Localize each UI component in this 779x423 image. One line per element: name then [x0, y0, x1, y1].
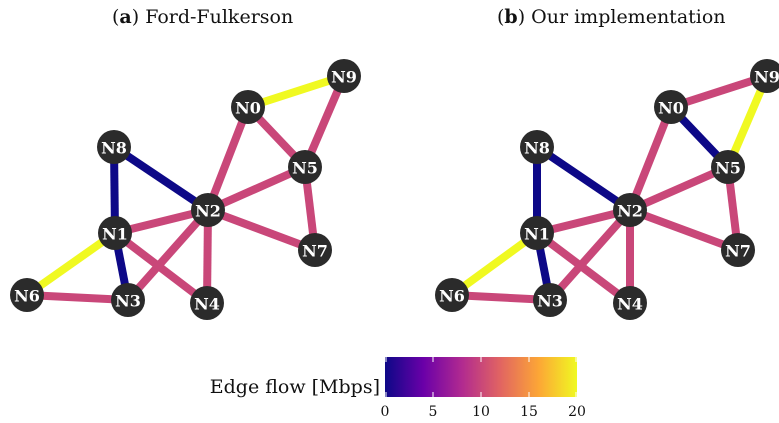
node-label: N4 — [194, 295, 220, 314]
node-circle — [613, 193, 647, 227]
node-n8: N8 — [97, 130, 131, 164]
colorbar-gradient — [385, 357, 577, 397]
node-label: N3 — [115, 292, 141, 311]
node-circle — [613, 286, 647, 320]
node-circle — [10, 278, 44, 312]
colorbar-tick-label: 0 — [381, 404, 390, 420]
node-circle — [190, 286, 224, 320]
node-n6: N6 — [435, 278, 469, 312]
node-circle — [654, 90, 688, 124]
node-n3: N3 — [111, 283, 145, 317]
node-circle — [191, 193, 225, 227]
colorbar-tick-label: 15 — [520, 404, 538, 420]
node-label: N5 — [292, 159, 318, 178]
edge-n0-n2 — [626, 105, 675, 212]
node-circle — [520, 216, 554, 250]
node-label: N6 — [439, 287, 465, 306]
node-n8: N8 — [520, 130, 554, 164]
panel-b-graph: N0 N1 N2 N3 N4 N5 N6 N7 N8 N9 — [435, 59, 779, 320]
node-circle — [97, 130, 131, 164]
node-circle — [288, 150, 322, 184]
node-n6: N6 — [10, 278, 44, 312]
node-label: N5 — [715, 159, 741, 178]
panel-letter-a: a — [119, 6, 132, 28]
node-n4: N4 — [613, 286, 647, 320]
node-label: N0 — [658, 99, 684, 118]
colorbar-tick-label: 10 — [472, 404, 490, 420]
node-n9: N9 — [750, 59, 779, 93]
node-label: N7 — [725, 242, 751, 261]
node-label: N0 — [235, 99, 261, 118]
colorbar-label: Edge flow [Mbps] — [210, 376, 380, 398]
node-n2: N2 — [191, 193, 225, 227]
node-n2: N2 — [613, 193, 647, 227]
node-n5: N5 — [711, 150, 745, 184]
node-circle — [520, 130, 554, 164]
node-label: N9 — [754, 68, 779, 87]
edge-n8-n2 — [111, 143, 211, 214]
colorbar-tick-label: 5 — [429, 404, 438, 420]
node-label: N4 — [617, 295, 643, 314]
node-label: N1 — [102, 225, 128, 244]
panel-name-b: Our implementation — [531, 6, 726, 28]
node-circle — [298, 233, 332, 267]
edge-n1-n6 — [449, 229, 540, 299]
edge-n0-n2 — [204, 105, 252, 212]
edge-n2-n7 — [206, 206, 317, 254]
node-n0: N0 — [231, 90, 265, 124]
node-circle — [98, 216, 132, 250]
node-label: N6 — [14, 287, 40, 306]
node-n9: N9 — [327, 59, 361, 93]
node-n7: N7 — [298, 233, 332, 267]
node-circle — [711, 150, 745, 184]
panel-a-graph: N0 N1 N2 N3 N4 N5 N6 N7 N8 N9 — [10, 59, 361, 320]
node-label: N7 — [302, 242, 328, 261]
colorbar-tick-label: 20 — [568, 404, 586, 420]
edge-n8-n2 — [534, 143, 633, 214]
node-circle — [533, 283, 567, 317]
panel-name-a: Ford-Fulkerson — [145, 6, 294, 28]
node-label: N2 — [195, 202, 221, 221]
node-label: N2 — [617, 202, 643, 221]
node-circle — [231, 90, 265, 124]
node-n1: N1 — [520, 216, 554, 250]
panel-title-b: (b) Our implementation — [497, 6, 726, 28]
node-n3: N3 — [533, 283, 567, 317]
node-n5: N5 — [288, 150, 322, 184]
colorbar: Edge flow [Mbps] 0 5 10 15 20 — [210, 357, 586, 420]
edge-n2-n5 — [628, 163, 730, 214]
node-label: N8 — [524, 139, 550, 158]
edge-n2-n7 — [628, 206, 740, 254]
node-circle — [721, 233, 755, 267]
node-label: N8 — [101, 139, 127, 158]
node-n7: N7 — [721, 233, 755, 267]
node-circle — [435, 278, 469, 312]
node-label: N1 — [524, 225, 550, 244]
node-circle — [327, 59, 361, 93]
edge-n1-n6 — [24, 229, 118, 299]
node-n0: N0 — [654, 90, 688, 124]
panel-letter-b: b — [504, 6, 518, 28]
edge-n2-n5 — [206, 163, 307, 214]
panel-title-a: (a) Ford-Fulkerson — [112, 6, 294, 28]
node-circle — [111, 283, 145, 317]
node-n1: N1 — [98, 216, 132, 250]
node-n4: N4 — [190, 286, 224, 320]
edge-n2-n3 — [125, 207, 211, 303]
node-label: N9 — [331, 68, 357, 87]
edge-n2-n3 — [547, 207, 633, 303]
node-label: N3 — [537, 292, 563, 311]
node-circle — [750, 59, 779, 93]
